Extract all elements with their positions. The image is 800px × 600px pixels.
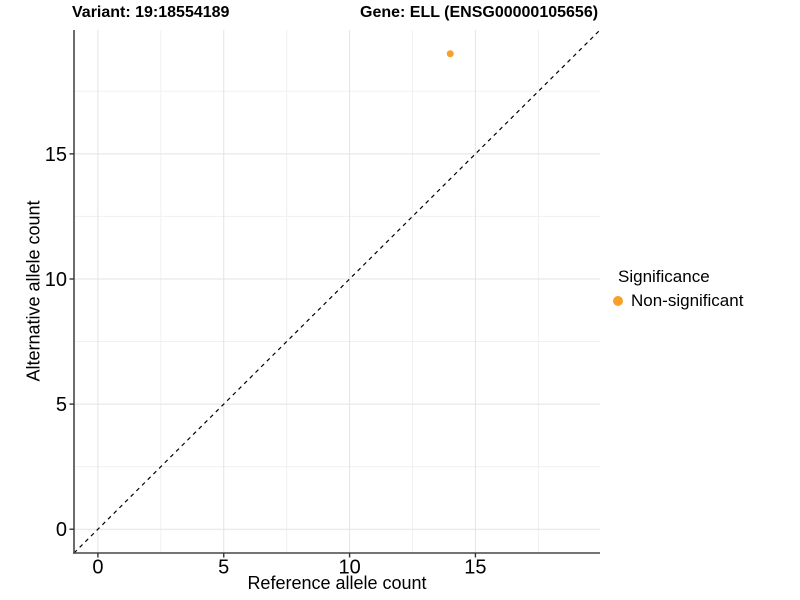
legend-item-label: Non-significant	[631, 291, 744, 310]
y-axis-label: Alternative allele count	[23, 200, 44, 382]
gene-title: Gene: ELL (ENSG00000105656)	[360, 4, 599, 21]
x-axis-label: Reference allele count	[247, 573, 427, 593]
x-tick-label: 15	[464, 557, 486, 579]
legend: Significance Non-significant	[613, 267, 743, 311]
data-point	[446, 50, 454, 58]
y-tick-label: 15	[45, 144, 67, 166]
legend-item: Non-significant	[613, 291, 743, 311]
y-tick-label: 10	[45, 269, 67, 291]
x-tick-label: 0	[92, 557, 103, 579]
y-tick-label: 5	[56, 394, 67, 416]
x-tick-label: 5	[218, 557, 229, 579]
identity-line	[73, 29, 601, 554]
legend-swatch-icon	[613, 296, 623, 306]
variant-title: Variant: 19:18554189	[72, 4, 230, 21]
y-tick-label: 0	[56, 519, 67, 541]
legend-title: Significance	[618, 267, 710, 286]
x-tick-label: 10	[338, 557, 360, 579]
